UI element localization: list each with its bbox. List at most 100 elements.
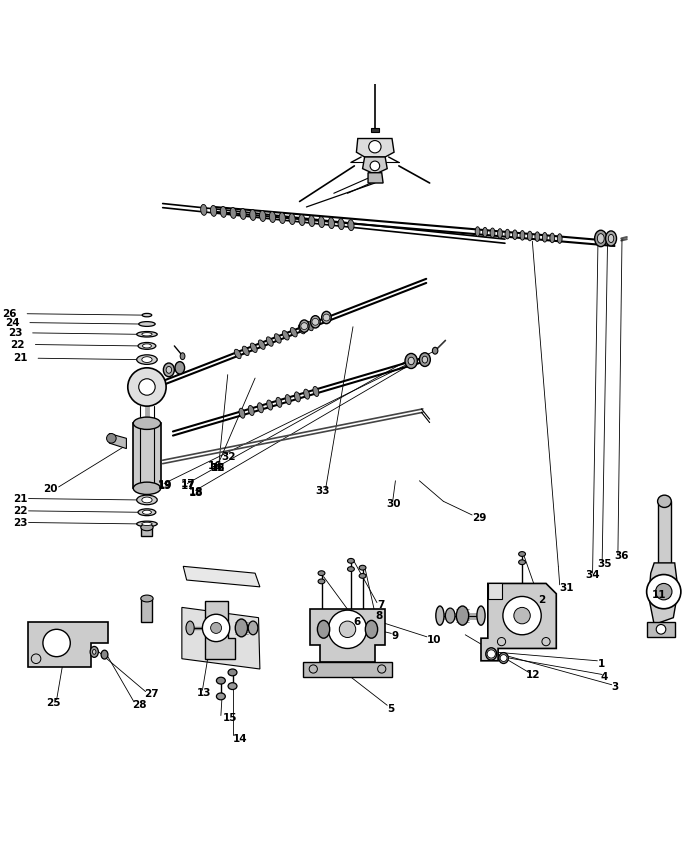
Ellipse shape [138,509,156,515]
Ellipse shape [186,621,194,635]
Text: 26: 26 [2,308,17,319]
Text: 19: 19 [158,480,172,490]
Ellipse shape [550,233,555,243]
Bar [647,622,675,636]
Ellipse shape [597,233,604,243]
Text: 30: 30 [386,499,401,509]
Ellipse shape [658,495,671,508]
Text: 10: 10 [427,635,441,645]
Ellipse shape [557,233,562,244]
Ellipse shape [595,230,607,247]
Ellipse shape [408,357,414,365]
Ellipse shape [498,228,503,239]
Text: 21: 21 [13,493,27,504]
Polygon shape [362,157,387,173]
Ellipse shape [295,392,300,402]
Ellipse shape [490,228,495,238]
Ellipse shape [285,394,291,405]
Ellipse shape [306,321,313,331]
Text: 22: 22 [13,506,27,515]
Polygon shape [481,584,556,661]
Circle shape [139,379,155,395]
Text: 24: 24 [5,318,20,328]
Text: 11: 11 [651,590,666,600]
Ellipse shape [338,219,344,229]
Ellipse shape [141,524,153,531]
Text: 36: 36 [614,551,629,561]
Circle shape [128,368,166,406]
Ellipse shape [432,348,438,354]
Bar [488,584,502,599]
Circle shape [370,161,380,170]
Ellipse shape [235,349,241,359]
Ellipse shape [142,510,151,515]
Ellipse shape [348,567,355,572]
Bar [142,521,152,536]
Circle shape [43,630,70,657]
Circle shape [312,319,319,325]
Ellipse shape [505,229,510,239]
Bar [658,501,671,563]
Text: 13: 13 [197,688,211,698]
Ellipse shape [609,234,614,243]
Ellipse shape [299,320,309,332]
Ellipse shape [279,212,285,223]
Ellipse shape [486,648,497,660]
Text: 31: 31 [560,584,574,593]
Circle shape [323,314,330,321]
Polygon shape [648,563,678,625]
Ellipse shape [133,417,161,429]
Ellipse shape [228,669,237,676]
Ellipse shape [175,361,184,374]
Ellipse shape [101,650,108,659]
Polygon shape [205,601,235,659]
Ellipse shape [477,606,485,625]
Ellipse shape [260,210,266,222]
Ellipse shape [163,363,174,377]
Text: 7: 7 [377,601,385,610]
Text: 25: 25 [46,699,61,708]
Ellipse shape [535,232,540,241]
Ellipse shape [228,682,237,689]
Ellipse shape [216,677,225,684]
Ellipse shape [211,205,216,216]
Ellipse shape [419,353,431,366]
Text: 6: 6 [353,618,360,627]
Polygon shape [184,567,260,587]
Ellipse shape [133,482,161,494]
Ellipse shape [141,595,153,602]
Ellipse shape [248,406,254,416]
Ellipse shape [248,621,258,635]
Circle shape [487,650,496,658]
Text: 23: 23 [13,517,27,527]
Ellipse shape [139,321,155,326]
Text: 1: 1 [597,659,604,669]
Ellipse shape [240,209,246,220]
Ellipse shape [216,693,225,699]
Ellipse shape [606,231,616,246]
Circle shape [369,141,381,153]
Ellipse shape [289,214,295,225]
Ellipse shape [239,408,245,418]
Ellipse shape [482,227,487,237]
Text: 17: 17 [181,481,195,492]
Ellipse shape [328,217,334,228]
Ellipse shape [313,387,319,396]
Bar [133,423,161,488]
Ellipse shape [269,211,276,222]
Text: 35: 35 [597,559,612,569]
Ellipse shape [137,331,157,337]
Text: 16: 16 [211,463,225,474]
Ellipse shape [137,521,157,527]
Ellipse shape [519,551,526,556]
Ellipse shape [311,315,320,328]
Circle shape [301,323,308,330]
Text: 17: 17 [181,479,195,489]
Ellipse shape [180,353,185,360]
Text: 19: 19 [158,481,172,491]
Circle shape [211,623,221,633]
Ellipse shape [422,356,428,363]
Ellipse shape [322,311,332,324]
Polygon shape [110,434,126,449]
Ellipse shape [290,327,297,337]
